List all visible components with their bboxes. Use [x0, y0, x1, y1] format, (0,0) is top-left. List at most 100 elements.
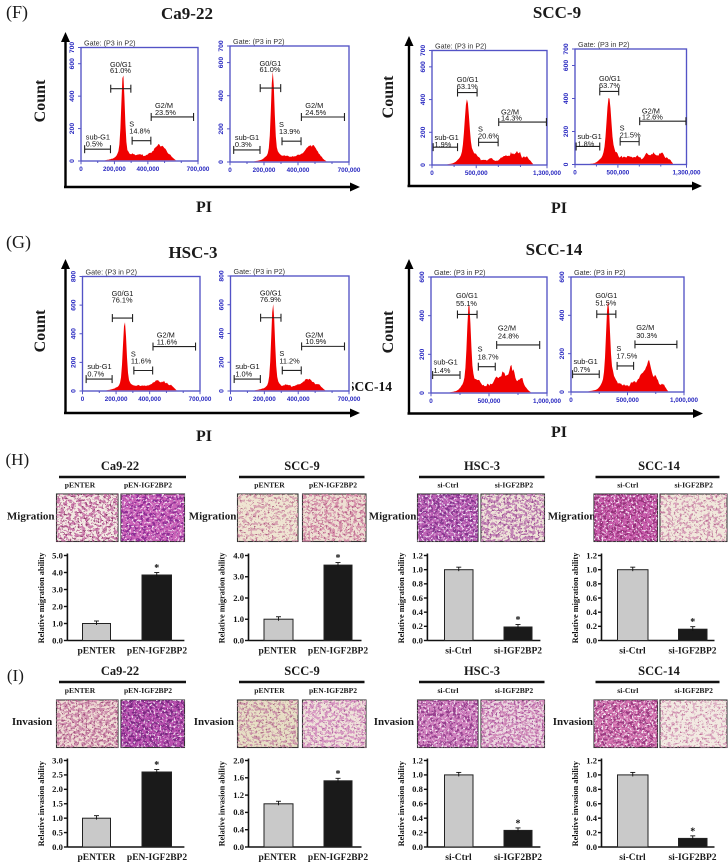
svg-text:0.6: 0.6	[412, 593, 423, 603]
svg-text:1.2: 1.2	[412, 755, 423, 765]
svg-text:si-Ctrl: si-Ctrl	[619, 647, 646, 657]
svg-text:13.9%: 13.9%	[279, 127, 300, 136]
svg-text:Invasion: Invasion	[553, 716, 593, 728]
svg-text:si-IGF2BP2: si-IGF2BP2	[674, 686, 713, 695]
svg-text:400: 400	[559, 309, 566, 321]
svg-text:pENTER: pENTER	[254, 481, 285, 490]
svg-text:400: 400	[420, 94, 427, 106]
svg-text:200: 200	[420, 126, 427, 138]
svg-text:si-IGF2BP2: si-IGF2BP2	[495, 686, 534, 695]
svg-text:200: 200	[219, 356, 226, 368]
svg-text:51.5%: 51.5%	[595, 299, 616, 308]
svg-text:0.0: 0.0	[412, 635, 423, 645]
svg-text:Migration: Migration	[7, 511, 55, 523]
svg-text:sub-G1: sub-G1	[434, 358, 458, 367]
svg-text:G0/G1: G0/G1	[110, 60, 132, 69]
svg-text:si-IGF2BP2: si-IGF2BP2	[494, 647, 542, 657]
svg-text:si-IGF2BP2: si-IGF2BP2	[495, 481, 534, 490]
svg-text:Gate: (P3 in P2): Gate: (P3 in P2)	[434, 268, 486, 277]
svg-text:0.5: 0.5	[52, 827, 63, 837]
svg-text:400: 400	[218, 90, 225, 102]
svg-text:SCC-14: SCC-14	[347, 379, 392, 394]
svg-text:2.5: 2.5	[52, 770, 63, 780]
svg-text:2.0: 2.0	[233, 755, 244, 765]
svg-text:3.0: 3.0	[52, 584, 63, 594]
svg-text:si-Ctrl: si-Ctrl	[445, 647, 472, 657]
svg-text:1.2: 1.2	[586, 550, 597, 560]
svg-text:pENTER: pENTER	[77, 853, 115, 863]
svg-text:pEN-IGF2BP2: pEN-IGF2BP2	[124, 481, 172, 490]
svg-text:1.0: 1.0	[412, 770, 423, 780]
svg-text:Ca9-22: Ca9-22	[101, 664, 139, 678]
svg-text:PI: PI	[196, 428, 212, 445]
svg-text:400: 400	[69, 90, 76, 102]
svg-text:1.0: 1.0	[52, 813, 63, 823]
svg-text:1.4%: 1.4%	[434, 366, 451, 375]
svg-text:G0/G1: G0/G1	[595, 291, 617, 300]
svg-text:pENTER: pENTER	[258, 647, 296, 657]
svg-text:Relative migration ability: Relative migration ability	[571, 552, 580, 644]
svg-text:Relative migration ability: Relative migration ability	[218, 552, 227, 644]
svg-text:200: 200	[559, 348, 566, 360]
svg-text:G2/M: G2/M	[155, 101, 173, 110]
svg-text:(F): (F)	[6, 2, 28, 23]
svg-text:600: 600	[559, 271, 566, 283]
svg-text:200: 200	[71, 356, 78, 368]
svg-text:700: 700	[218, 40, 225, 52]
svg-text:400,000: 400,000	[138, 396, 161, 403]
svg-text:Ca9-22: Ca9-22	[101, 459, 139, 473]
svg-text:3.0: 3.0	[52, 755, 63, 765]
svg-text:si-Ctrl: si-Ctrl	[437, 686, 458, 695]
svg-text:20.6%: 20.6%	[478, 131, 499, 140]
svg-text:0.8: 0.8	[412, 784, 423, 794]
svg-text:*: *	[336, 553, 341, 564]
svg-text:sub-G1: sub-G1	[577, 132, 601, 141]
svg-text:pENTER: pENTER	[65, 481, 96, 490]
svg-text:800: 800	[71, 271, 78, 283]
svg-text:0.0: 0.0	[52, 842, 63, 852]
svg-text:G0/G1: G0/G1	[260, 59, 282, 68]
svg-text:Count: Count	[32, 309, 49, 352]
svg-text:1,000,000: 1,000,000	[670, 397, 699, 404]
svg-text:0: 0	[429, 398, 433, 405]
svg-text:400,000: 400,000	[136, 166, 159, 173]
svg-text:pEN-IGF2BP2: pEN-IGF2BP2	[308, 853, 368, 863]
svg-text:500,000: 500,000	[616, 397, 639, 404]
svg-text:0: 0	[71, 389, 78, 393]
svg-text:0: 0	[573, 170, 577, 177]
svg-text:0.5%: 0.5%	[86, 139, 103, 148]
svg-text:0.0: 0.0	[586, 635, 597, 645]
svg-text:500,000: 500,000	[465, 170, 488, 177]
svg-text:0.4: 0.4	[586, 813, 597, 823]
svg-text:(I): (I)	[7, 666, 24, 685]
svg-text:G2/M: G2/M	[305, 330, 323, 339]
svg-text:200: 200	[419, 348, 426, 360]
svg-text:pEN-IGF2BP2: pEN-IGF2BP2	[127, 647, 187, 657]
svg-text:24.8%: 24.8%	[498, 331, 519, 340]
svg-text:0.6: 0.6	[586, 593, 597, 603]
svg-text:Migration: Migration	[369, 511, 417, 523]
svg-text:Count: Count	[32, 79, 49, 122]
svg-text:Gate: (P3 in P2): Gate: (P3 in P2)	[435, 42, 487, 51]
svg-text:0.8: 0.8	[412, 579, 423, 589]
svg-text:Migration: Migration	[189, 511, 237, 523]
svg-text:0.6: 0.6	[586, 799, 597, 809]
svg-text:0.4: 0.4	[412, 607, 423, 617]
svg-text:200: 200	[69, 123, 76, 135]
svg-text:pEN-IGF2BP2: pEN-IGF2BP2	[309, 686, 357, 695]
svg-text:200,000: 200,000	[103, 166, 126, 173]
svg-text:Relative invasion ability: Relative invasion ability	[37, 760, 46, 846]
svg-text:11.6%: 11.6%	[157, 337, 178, 346]
svg-text:700,000: 700,000	[189, 396, 212, 403]
svg-text:Gate: (P3 in P2): Gate: (P3 in P2)	[234, 267, 286, 276]
svg-text:0: 0	[81, 396, 85, 403]
svg-text:S: S	[279, 349, 284, 358]
svg-text:1.0: 1.0	[412, 564, 423, 574]
svg-text:1.6: 1.6	[233, 773, 244, 783]
svg-text:1.2: 1.2	[412, 550, 423, 560]
svg-text:0: 0	[228, 167, 232, 174]
svg-text:800: 800	[219, 270, 226, 282]
svg-text:0: 0	[559, 390, 566, 394]
svg-text:30.3%: 30.3%	[636, 331, 657, 340]
svg-text:0.2: 0.2	[412, 827, 423, 837]
